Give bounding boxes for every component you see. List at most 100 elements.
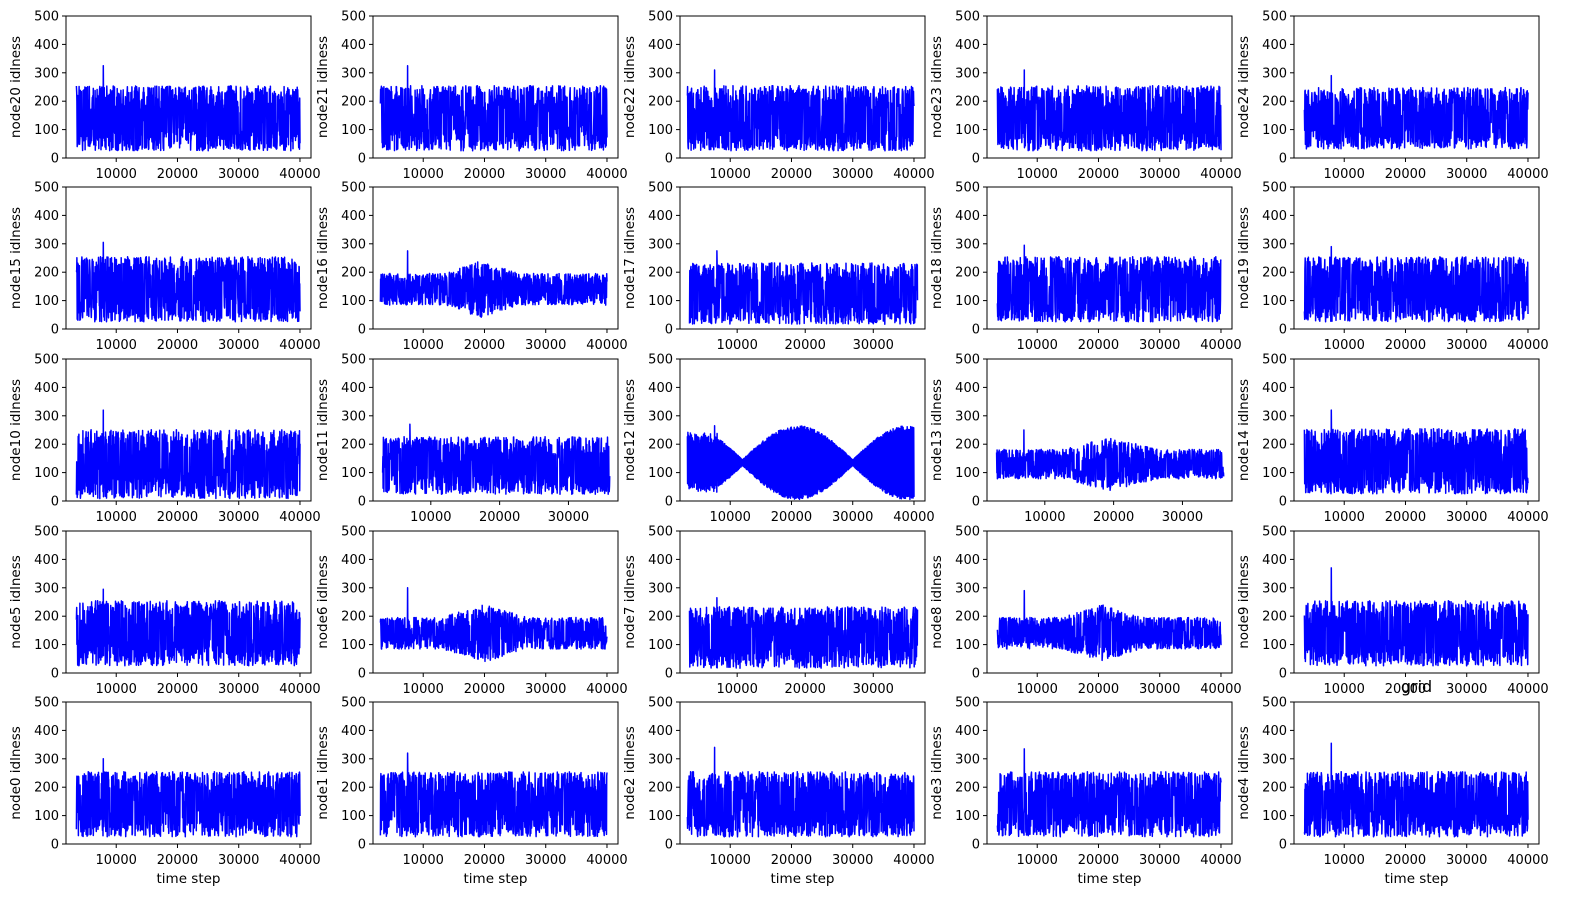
y-tick-label: 0 (51, 495, 59, 510)
x-tick-label: 30000 (218, 853, 259, 868)
x-tick-label: 40000 (1507, 338, 1548, 353)
y-tick-label: 300 (648, 581, 673, 596)
y-tick-label: 300 (955, 409, 980, 424)
y-tick-label: 300 (648, 237, 673, 252)
y-tick-label: 200 (341, 610, 366, 625)
x-tick-label: 30000 (525, 338, 566, 353)
y-tick-label: 400 (34, 381, 59, 396)
x-tick-label: 10000 (710, 510, 751, 525)
x-tick-label: 30000 (832, 853, 873, 868)
y-tick-label: 300 (1262, 752, 1287, 767)
y-tick-label: 200 (34, 610, 59, 625)
y-tick-label: 0 (51, 667, 59, 682)
x-tick-label: 30000 (832, 510, 873, 525)
y-tick-label: 100 (1262, 466, 1287, 481)
subplot-node11-idlness: 010020030040050010000 20000 30000node11 id… (315, 353, 618, 526)
y-tick-label: 100 (341, 638, 366, 653)
y-tick-label: 100 (648, 466, 673, 481)
series-line (997, 591, 1221, 661)
y-tick-label: 0 (1279, 838, 1287, 853)
subplot-node12-idlness: 010020030040050010000 20000 30000 40000node… (622, 353, 935, 526)
y-tick-label: 500 (955, 525, 980, 540)
y-axis-label: node22 idlness (622, 36, 638, 138)
x-tick-label: 40000 (893, 853, 934, 868)
x-tick-label: 10000 (96, 853, 137, 868)
y-tick-label: 0 (972, 667, 980, 682)
y-tick-label: 200 (1262, 438, 1287, 453)
y-tick-label: 0 (358, 495, 366, 510)
x-tick-label: 40000 (279, 338, 320, 353)
x-tick-label: 40000 (586, 853, 627, 868)
series-line (383, 424, 610, 494)
x-axis-label: time step (464, 871, 528, 887)
y-tick-label: 300 (34, 752, 59, 767)
y-tick-label: 400 (648, 209, 673, 224)
y-tick-label: 100 (341, 294, 366, 309)
series-line (690, 598, 918, 669)
y-tick-label: 0 (972, 838, 980, 853)
y-axis-label: node5 idlness (8, 555, 24, 649)
y-tick-label: 100 (341, 809, 366, 824)
y-tick-label: 500 (34, 353, 59, 368)
y-tick-label: 400 (648, 724, 673, 739)
y-tick-label: 200 (1262, 781, 1287, 796)
y-tick-label: 0 (1279, 323, 1287, 338)
y-tick-label: 200 (34, 781, 59, 796)
x-axis-label: time step (157, 871, 221, 887)
x-tick-label: 30000 (548, 510, 589, 525)
subplot-node6-idlness: 010020030040050010000 20000 30000 40000node… (315, 525, 628, 698)
x-tick-label: 40000 (279, 682, 320, 697)
y-tick-label: 100 (955, 638, 980, 653)
subplot-node9-idlness: 010020030040050010000 20000 30000 40000node… (1236, 525, 1549, 698)
y-tick-label: 500 (341, 181, 366, 196)
y-tick-label: 100 (34, 638, 59, 653)
x-tick-label: 30000 (525, 167, 566, 182)
y-tick-label: 200 (648, 95, 673, 110)
x-tick-label: 10000 (403, 853, 444, 868)
x-tick-label: 20000 (157, 338, 198, 353)
x-tick-label: 30000 (218, 682, 259, 697)
subplot-node23-idlness: 0 100 200 300 400 500 10000 20000 30000 40000 node… (929, 10, 1242, 183)
y-tick-label: 200 (341, 95, 366, 110)
subplot-node16-idlness: 010020030040050010000 20000 30000 40000node… (315, 181, 628, 354)
y-tick-label: 500 (955, 10, 980, 25)
y-tick-label: 300 (955, 752, 980, 767)
y-axis-label: node6 idlness (315, 555, 331, 649)
subplot-node7-idlness: 0 100 200 300 400 500 10000 20000 30000 node7 idl… (622, 525, 925, 698)
subplot-node4-idlness: 010020030040050010000 20000 30000 40000node… (1236, 677, 1549, 887)
subplot-node14-idlness: 010020030040050010000 20000 30000 40000node… (1236, 353, 1549, 526)
x-tick-label: 10000 (710, 167, 751, 182)
y-axis-label: node9 idlness (1236, 555, 1252, 649)
x-tick-label: 40000 (1200, 682, 1241, 697)
series-line (380, 251, 607, 317)
x-tick-label: 10000 (1324, 338, 1365, 353)
y-axis-label: node13 idlness (929, 379, 945, 481)
y-tick-label: 100 (1262, 123, 1287, 138)
subplot-node21-idlness: 010020030040050010000 20000 30000 40000node… (315, 10, 628, 183)
series-line (380, 66, 607, 151)
y-tick-label: 400 (955, 209, 980, 224)
x-axis-label: time step (1078, 871, 1142, 887)
x-tick-label: 10000 (403, 682, 444, 697)
x-tick-label: 40000 (586, 682, 627, 697)
y-tick-label: 300 (955, 581, 980, 596)
x-axis-label: time step (1385, 871, 1449, 887)
y-tick-label: 400 (955, 553, 980, 568)
x-tick-label: 10000 (716, 682, 757, 697)
x-axis-label: time step (771, 871, 835, 887)
y-tick-label: 0 (358, 152, 366, 167)
y-tick-label: 100 (648, 809, 673, 824)
y-tick-label: 200 (1262, 266, 1287, 281)
y-tick-label: 300 (1262, 409, 1287, 424)
y-tick-label: 100 (955, 123, 980, 138)
y-tick-label: 500 (1262, 181, 1287, 196)
x-tick-label: 40000 (893, 167, 934, 182)
y-tick-label: 400 (1262, 724, 1287, 739)
y-tick-label: 500 (1262, 10, 1287, 25)
y-tick-label: 300 (341, 409, 366, 424)
x-tick-label: 40000 (1200, 338, 1241, 353)
x-tick-label: 30000 (525, 853, 566, 868)
y-tick-label: 0 (1279, 495, 1287, 510)
y-tick-label: 300 (648, 752, 673, 767)
y-tick-label: 500 (648, 525, 673, 540)
